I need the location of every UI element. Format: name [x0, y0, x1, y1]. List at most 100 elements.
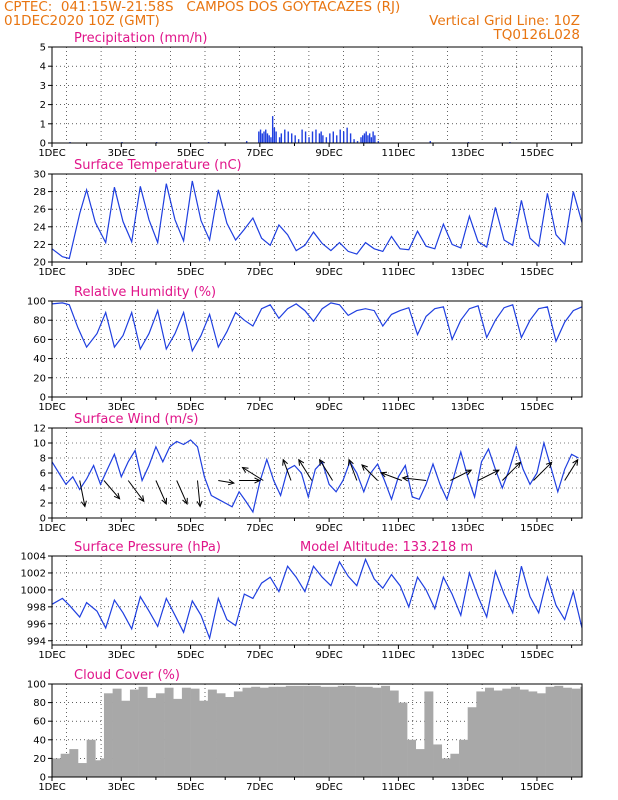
precip-bar [287, 131, 289, 143]
panel-title: Surface Wind (m/s) [74, 412, 198, 427]
cloud-bar [580, 686, 583, 777]
x-tick-label: 9DEC [315, 782, 342, 793]
y-tick-label: 100 [27, 297, 46, 308]
cloud-bar [129, 689, 139, 777]
x-tick-label: 1DEC [38, 148, 65, 159]
cloud-bar [181, 687, 191, 777]
wind-arrow [242, 467, 264, 481]
series-line [51, 302, 583, 353]
precip-bar [320, 131, 322, 143]
cloud-bar [216, 693, 226, 777]
cloud-bar [571, 688, 581, 777]
header-code: TQ0126L028 [493, 27, 580, 43]
cloud-bar [433, 744, 443, 777]
cloud-bar [424, 691, 434, 777]
precip-bar [360, 137, 362, 143]
panel-annotation: Model Altitude: 133.218 m [300, 540, 473, 555]
cloud-bar [528, 691, 538, 777]
precip-bar [374, 135, 376, 143]
wind-arrow [361, 464, 378, 481]
wind-arrow [79, 480, 86, 507]
y-tick-label: 1004 [21, 552, 46, 563]
cloud-bar [285, 685, 295, 777]
precip-bar [259, 129, 262, 143]
x-tick-label: 7DEC [246, 402, 273, 413]
y-tick-label: 80 [33, 316, 46, 327]
panel-title: Relative Humidity (%) [74, 285, 216, 300]
y-tick-label: 60 [33, 717, 46, 728]
cloud-bar [381, 685, 391, 777]
y-tick-label: 30 [33, 170, 46, 181]
x-tick-label: 1DEC [38, 523, 65, 534]
precip-bar [353, 139, 355, 143]
x-tick-label: 13DEC [451, 650, 485, 661]
wind-arrow [477, 469, 500, 481]
y-tick-label: 40 [33, 735, 46, 746]
wind-arrow [501, 461, 521, 481]
cloud-bar [389, 690, 399, 777]
precip-bar [278, 137, 281, 143]
precip-bar [429, 141, 431, 143]
x-tick-label: 7DEC [246, 650, 273, 661]
x-tick-label: 5DEC [177, 267, 204, 278]
precip-bar [339, 129, 341, 143]
y-tick-label: 1002 [21, 568, 46, 579]
x-tick-label: 5DEC [177, 523, 204, 534]
x-tick-label: 13DEC [451, 402, 485, 413]
x-tick-label: 9DEC [315, 650, 342, 661]
y-tick-label: 1000 [21, 585, 46, 596]
y-tick-label: 2 [40, 499, 46, 510]
panel-frame [51, 300, 583, 398]
cloud-bar [467, 707, 477, 777]
cloud-bar [355, 686, 365, 777]
x-tick-label: 7DEC [246, 267, 273, 278]
x-tick-label: 11DEC [382, 148, 416, 159]
cloud-bar [86, 739, 96, 777]
x-tick-label: 9DEC [315, 148, 342, 159]
precip-bar [325, 137, 328, 143]
cloud-bar [225, 697, 235, 777]
wind-arrow [196, 480, 201, 507]
y-tick-label: 10 [33, 439, 46, 450]
cloud-bar [502, 688, 512, 777]
cloud-bar [190, 688, 200, 777]
cloud-bar [155, 693, 165, 777]
x-tick-label: 15DEC [520, 267, 554, 278]
x-tick-label: 3DEC [108, 650, 135, 661]
cloud-bar [562, 687, 572, 777]
x-tick-label: 11DEC [382, 523, 416, 534]
y-tick-label: 20 [33, 258, 46, 269]
precip-bar [318, 133, 321, 143]
cloud-bar [337, 685, 347, 777]
cloud-bar [259, 687, 269, 777]
series-line [51, 439, 579, 514]
cloud-bar [100, 758, 105, 777]
cloud-bar [207, 689, 217, 777]
wind-arrow-head [572, 458, 579, 466]
precip-bar [308, 137, 310, 143]
cloud-bar [103, 693, 113, 777]
wind-arrow [319, 459, 334, 481]
precip-bar [284, 129, 286, 143]
cloud-bar [346, 685, 356, 777]
wind-arrow-head [113, 492, 121, 500]
x-tick-label: 3DEC [108, 782, 135, 793]
x-tick-label: 7DEC [246, 148, 273, 159]
panel-frame [51, 46, 583, 144]
wind-arrow-head [282, 458, 288, 466]
y-tick-label: 28 [33, 187, 46, 198]
y-tick-label: 0 [40, 514, 46, 525]
x-tick-label: 7DEC [246, 523, 273, 534]
header-date: 01DEC2020 10Z (GMT) [4, 13, 160, 29]
precip-bar [329, 133, 331, 143]
x-tick-label: 5DEC [177, 402, 204, 413]
x-tick-label: 5DEC [177, 148, 204, 159]
x-tick-label: 13DEC [451, 267, 485, 278]
x-tick-label: 11DEC [382, 650, 416, 661]
y-tick-label: 998 [27, 602, 46, 613]
panel-title: Surface Temperature (nC) [74, 158, 242, 173]
x-tick-label: 9DEC [315, 402, 342, 413]
y-tick-label: 8 [40, 454, 46, 465]
cloud-bar [311, 685, 321, 777]
